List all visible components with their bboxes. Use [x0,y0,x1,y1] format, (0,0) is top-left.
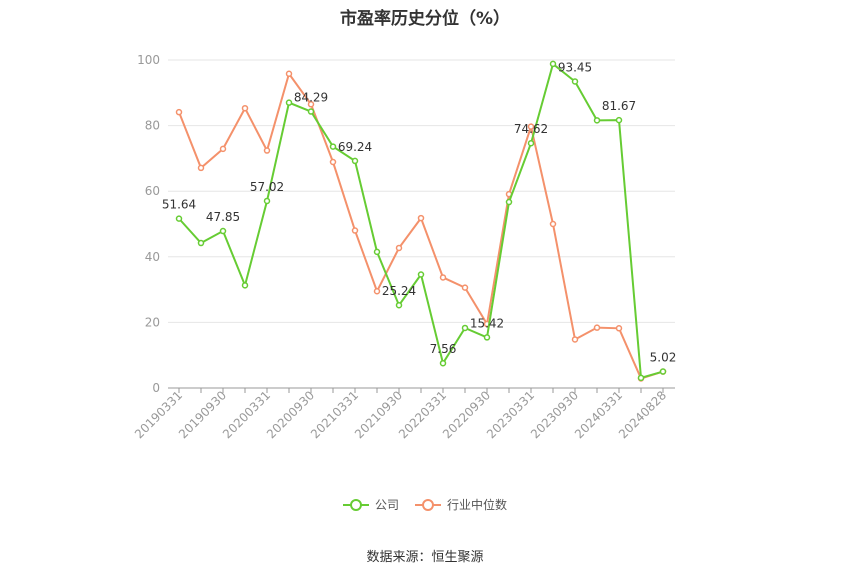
y-tick-label: 60 [145,184,160,198]
data-label-company: 47.85 [206,210,240,224]
data-point-company [197,239,205,247]
chart-title: 市盈率历史分位（%） [339,9,511,29]
data-point-industry-median [615,325,623,332]
data-point-industry-median [593,324,601,331]
data-point-company [395,301,403,309]
legend-label-industry-median: 行业中位数 [447,498,508,512]
legend-line-industry-icon [415,498,441,512]
data-point-company [307,108,315,115]
data-point-industry-median [439,274,447,281]
data-label-company: 51.64 [162,198,196,212]
data-point-company [461,324,469,332]
data-point-company [351,157,359,165]
y-tick-label: 80 [145,119,160,133]
data-label-company: 74.62 [514,122,548,136]
data-point-industry-median [263,147,271,154]
data-point-company [527,139,535,147]
legend-item-industry-median[interactable]: 行业中位数 [415,496,507,513]
data-point-industry-median [461,284,469,291]
legend-item-company[interactable]: 公司 [342,496,399,513]
data-point-company [483,334,491,341]
data-point-company [549,60,557,68]
data-label-company: 25.24 [382,284,416,298]
data-source-note: 数据来源：恒生聚源 [366,550,484,565]
data-point-company [373,248,381,256]
data-point-industry-median [219,145,227,153]
y-tick-label: 40 [145,250,160,264]
data-point-industry-median [307,101,315,108]
data-point-industry-median [527,123,535,130]
y-tick-label: 100 [137,53,160,67]
data-point-company [285,99,293,106]
data-point-industry-median [197,164,205,172]
data-point-company [219,227,227,235]
data-label-company: 69.24 [338,140,372,154]
data-label-company: 84.29 [294,91,328,105]
data-point-company [175,215,183,222]
data-point-industry-median [241,104,249,112]
series-line-industry-median [178,71,664,380]
data-point-industry-median [417,214,425,222]
data-label-company: 93.45 [558,60,592,74]
data-point-industry-median [329,158,337,166]
legend-label-company: 公司 [374,498,399,512]
data-point-industry-median [285,70,293,78]
data-point-industry-median [571,336,579,343]
data-point-company [329,143,337,150]
data-point-company [593,117,601,124]
data-point-industry-median [373,287,381,295]
y-tick-label: 0 [152,381,160,395]
data-point-company [417,271,425,278]
data-point-company [659,368,667,375]
data-label-company: 15.42 [470,316,504,330]
data-point-company [637,374,645,382]
data-point-industry-median [351,227,359,234]
data-point-industry-median [395,244,403,252]
data-point-company [615,116,623,124]
data-label-company: 57.02 [250,180,284,194]
x-tick-label: 20240828 [616,388,669,441]
data-point-company [505,198,513,206]
data-label-company: 5.02 [650,351,677,365]
data-label-company: 81.67 [602,99,636,113]
data-point-company [263,197,271,205]
data-point-company [439,359,447,367]
legend-line-company-icon [342,498,369,512]
data-point-industry-median [549,220,557,228]
data-point-industry-median [175,108,183,116]
chart-legend: 公司 行业中位数 [0,496,850,513]
y-tick-label: 20 [145,315,160,329]
data-point-company [241,282,249,289]
data-label-company: 7.56 [430,342,457,356]
chart-plot: 0204060801002019033120190930202003312020… [132,53,677,441]
data-point-company [571,78,579,85]
